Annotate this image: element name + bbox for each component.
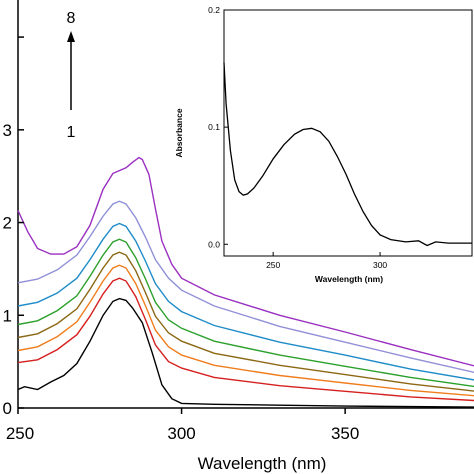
inset-ticks-group: 250 300 0.0 0.1 0.2 — [208, 5, 387, 270]
inset-series-1 — [223, 62, 472, 247]
main-x-axis-label: Wavelength (nm) — [198, 454, 327, 473]
main-series-5 — [17, 238, 474, 388]
inset-x-tick-label: 300 — [373, 260, 387, 270]
main-series-6 — [17, 222, 474, 381]
main-series-4 — [17, 251, 474, 392]
main-series-3 — [17, 264, 474, 397]
inset-frame — [223, 9, 473, 257]
annotation-bottom-label: 1 — [67, 124, 76, 141]
inset-y-tick-label: 0.0 — [208, 239, 220, 249]
main-series-1 — [17, 297, 474, 408]
main-x-tick-label: 250 — [6, 424, 34, 443]
inset-series-group — [223, 62, 472, 247]
inset-y-axis-label: Absorbance — [174, 108, 184, 157]
main-y-tick-label: 2 — [3, 214, 12, 233]
main-series-8 — [17, 156, 474, 367]
main-x-tick-label: 350 — [331, 424, 359, 443]
main-ticks-group: 250 300 350 0 1 2 3 — [3, 36, 359, 443]
annotation-top-label: 8 — [67, 10, 76, 27]
main-series-7 — [17, 200, 474, 374]
inset-x-tick-label: 250 — [266, 260, 280, 270]
annotation-arrow-head — [67, 31, 75, 42]
main-series-2 — [17, 277, 474, 402]
main-y-tick-label: 1 — [3, 306, 12, 325]
main-y-tick-label: 3 — [3, 121, 12, 140]
inset-y-tick-label: 0.2 — [208, 5, 220, 15]
inset-x-axis-label: Wavelength (nm) — [315, 274, 383, 284]
main-series-group — [17, 156, 474, 408]
main-x-tick-label: 300 — [167, 424, 195, 443]
main-y-tick-label: 0 — [3, 399, 12, 418]
inset-y-tick-label: 0.1 — [208, 122, 220, 132]
